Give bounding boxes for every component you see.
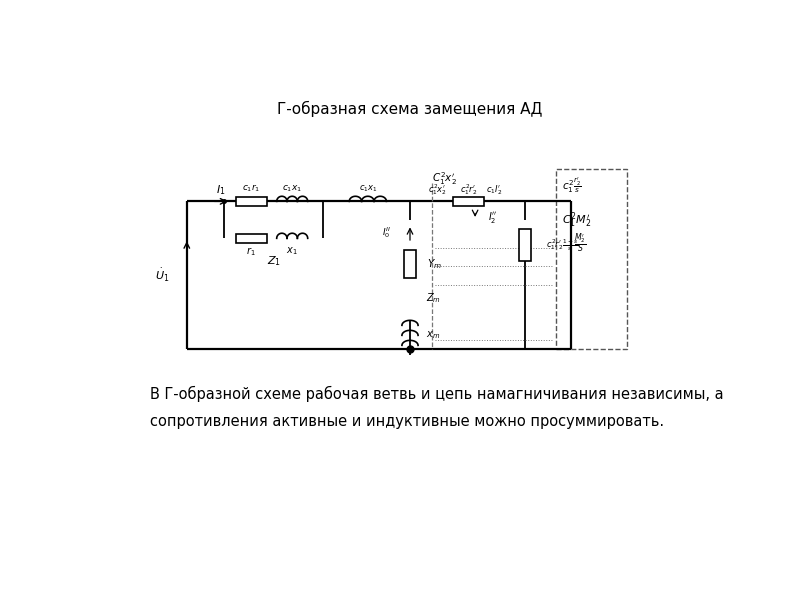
Text: $c_1^2r_2'$: $c_1^2r_2'$ xyxy=(460,182,478,197)
Text: $c_1x_1$: $c_1x_1$ xyxy=(282,183,302,194)
Text: $c_1 I_2'$: $c_1 I_2'$ xyxy=(486,183,502,197)
Text: $\dot{U}_1$: $\dot{U}_1$ xyxy=(154,267,170,284)
Bar xyxy=(236,233,266,243)
Text: сопротивления активные и индуктивные можно просуммировать.: сопротивления активные и индуктивные мож… xyxy=(150,414,664,429)
Text: $r_1$: $r_1$ xyxy=(246,245,256,257)
Text: $c_1^2x_2'$: $c_1^2x_2'$ xyxy=(428,182,447,197)
Text: $Z_m$: $Z_m$ xyxy=(426,292,441,305)
Text: $I_1$: $I_1$ xyxy=(216,183,226,197)
Bar xyxy=(518,229,531,262)
Text: $c_1x_1$: $c_1x_1$ xyxy=(358,183,377,194)
Text: Г-образная схема замещения АД: Г-образная схема замещения АД xyxy=(278,101,542,117)
Text: $Z_1$: $Z_1$ xyxy=(266,254,281,268)
Bar xyxy=(556,169,627,349)
Text: $c_1^2\frac{r_2'}{s}$: $c_1^2\frac{r_2'}{s}$ xyxy=(562,175,582,195)
Text: $I_0^{II}$: $I_0^{II}$ xyxy=(382,226,391,240)
Bar xyxy=(404,250,416,278)
Bar xyxy=(454,197,485,206)
Text: $C_1^2 x_2'$: $C_1^2 x_2'$ xyxy=(432,170,457,187)
Text: $Y_m$: $Y_m$ xyxy=(427,257,442,271)
Text: $\frac{M_2'}{S}$: $\frac{M_2'}{S}$ xyxy=(574,231,586,254)
Text: $C_1^2 M_2'$: $C_1^2 M_2'$ xyxy=(562,210,591,230)
Text: $I_2''$: $I_2''$ xyxy=(487,210,497,225)
Text: $x_1$: $x_1$ xyxy=(286,245,298,257)
Text: $c_1^2r_2'\frac{1-s}{s}$: $c_1^2r_2'\frac{1-s}{s}$ xyxy=(546,238,578,253)
Text: В Г-образной схеме рабочая ветвь и цепь намагничивания независимы, а: В Г-образной схеме рабочая ветвь и цепь … xyxy=(150,386,723,403)
Text: $c_1r_1$: $c_1r_1$ xyxy=(242,182,261,194)
Bar xyxy=(236,197,266,206)
Text: $x_m$: $x_m$ xyxy=(426,329,440,341)
